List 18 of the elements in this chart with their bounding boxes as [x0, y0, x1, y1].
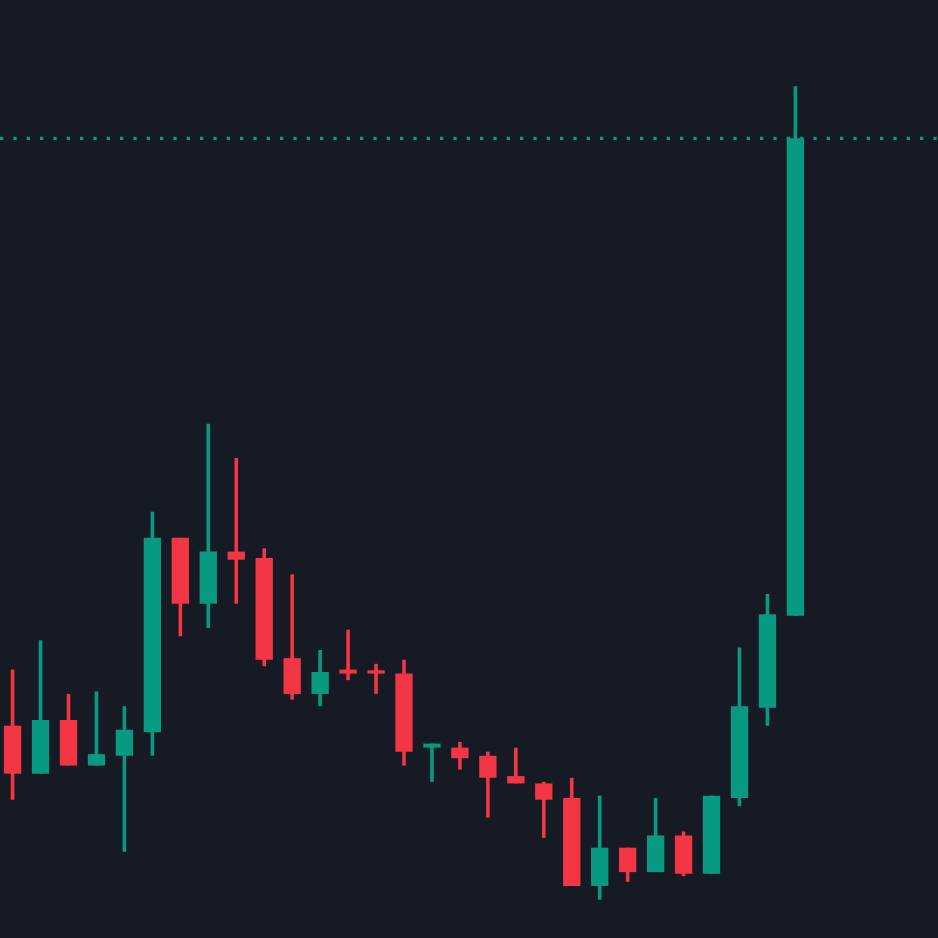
candlestick [339, 627, 357, 682]
candlestick [87, 689, 106, 768]
candlestick [619, 845, 637, 884]
candlestick [479, 749, 497, 820]
candlestick [423, 741, 441, 784]
candlestick [311, 648, 329, 708]
candlestick [3, 667, 22, 802]
candlestick [227, 456, 245, 606]
candlestick [591, 793, 609, 902]
candlestick [59, 692, 78, 768]
candlestick [283, 572, 301, 702]
candlestick [674, 829, 693, 878]
candlestick [646, 796, 665, 874]
candlestick [367, 662, 385, 696]
candlestick [115, 704, 134, 854]
candlestick [507, 745, 525, 786]
candlestick [535, 779, 553, 840]
candlestick [451, 740, 469, 772]
